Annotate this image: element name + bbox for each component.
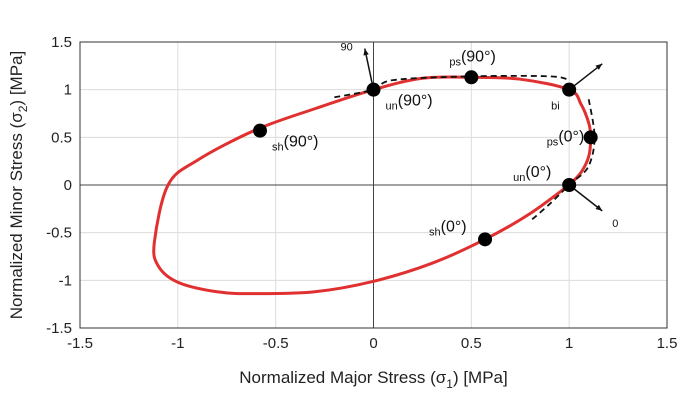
stress-state-label: bi [551,101,560,113]
y-tick-label: 0 [64,177,72,194]
normal-arrow-head [363,48,369,56]
series-group [152,74,596,296]
stress-state-label: un(0°) [513,164,551,184]
x-tick-label: -1.5 [67,335,93,352]
stress-state-point [464,70,479,85]
x-tick-label: 1 [565,335,573,352]
x-axis-label: Normalized Major Stress (σ1) [MPa] [239,368,507,391]
x-tick-label: -0.5 [263,335,289,352]
stress-state-point [562,178,577,192]
points-group: bi un(90°) ps(90°) sh(90°) ps(0°) un(0°) sh(0°… [253,48,598,247]
x-tick-label: -1 [171,335,184,352]
y-tick-label: 0.5 [51,129,72,146]
y-tick-label: 1.5 [51,34,72,51]
y-tick-label: -0.5 [46,225,72,242]
dashed-reference-line [529,99,596,222]
stress-state-label: sh(90°) [272,134,318,154]
plot-frame [79,41,668,329]
arrow-label: 90 [341,42,353,54]
stress-state-label: ps(0°) [547,128,585,148]
stress-state-point [366,82,381,97]
y-tick-label: -1 [59,272,72,289]
stress-state-point [562,82,577,97]
x-tick-label: 0.5 [461,335,482,352]
normal-arrow-head [595,204,603,211]
x-tick-label: 1.5 [657,335,678,352]
arrow-label: 0 [612,218,618,230]
stress-state-point [478,232,493,247]
yield-locus-line [152,75,593,296]
y-tick-labels: -1.5 -1 -0.5 0 0.5 1 1.5 [46,34,72,337]
dashed-reference-line [334,74,570,99]
stress-state-label: sh(0°) [429,218,467,238]
x-tick-labels: -1.5 -1 -0.5 0 0.5 1 1.5 [67,335,677,352]
y-tick-label: -1.5 [46,320,72,337]
normal-arrow-head [595,63,603,70]
stress-state-point [253,123,268,138]
stress-state-label: un(90°) [386,93,433,113]
x-tick-label: 0 [369,335,377,352]
stress-state-point [583,130,598,145]
y-tick-label: 1 [64,82,72,99]
y-axis-label: Normalized Minor Stress (σ2) [MPa] [7,51,30,319]
stress-state-label: ps(90°) [449,48,495,68]
